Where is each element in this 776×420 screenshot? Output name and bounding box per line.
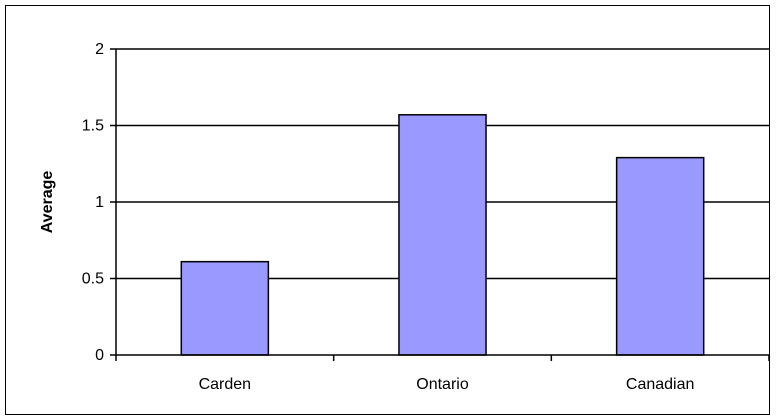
y-tick-label: 2: [95, 41, 104, 58]
y-tick-labels: 0 0.5 1 1.5 2: [82, 41, 104, 364]
x-tick-labels: Carden Ontario Canadian: [199, 376, 695, 393]
bars: [180, 114, 705, 356]
y-tick-label: 1.5: [82, 118, 104, 135]
y-tick-label: 0: [95, 347, 104, 364]
bar-canadian: [615, 156, 705, 356]
bar-carden: [180, 260, 270, 356]
bar-ontario: [398, 114, 487, 356]
y-tick-label: 1: [95, 194, 104, 211]
x-tick-label: Canadian: [626, 376, 695, 393]
axes: [110, 48, 770, 361]
y-axis-title: Average: [39, 171, 56, 234]
y-tick-label: 0.5: [82, 271, 104, 288]
x-tick-label: Ontario: [416, 376, 469, 393]
x-tick-label: Carden: [199, 376, 251, 393]
